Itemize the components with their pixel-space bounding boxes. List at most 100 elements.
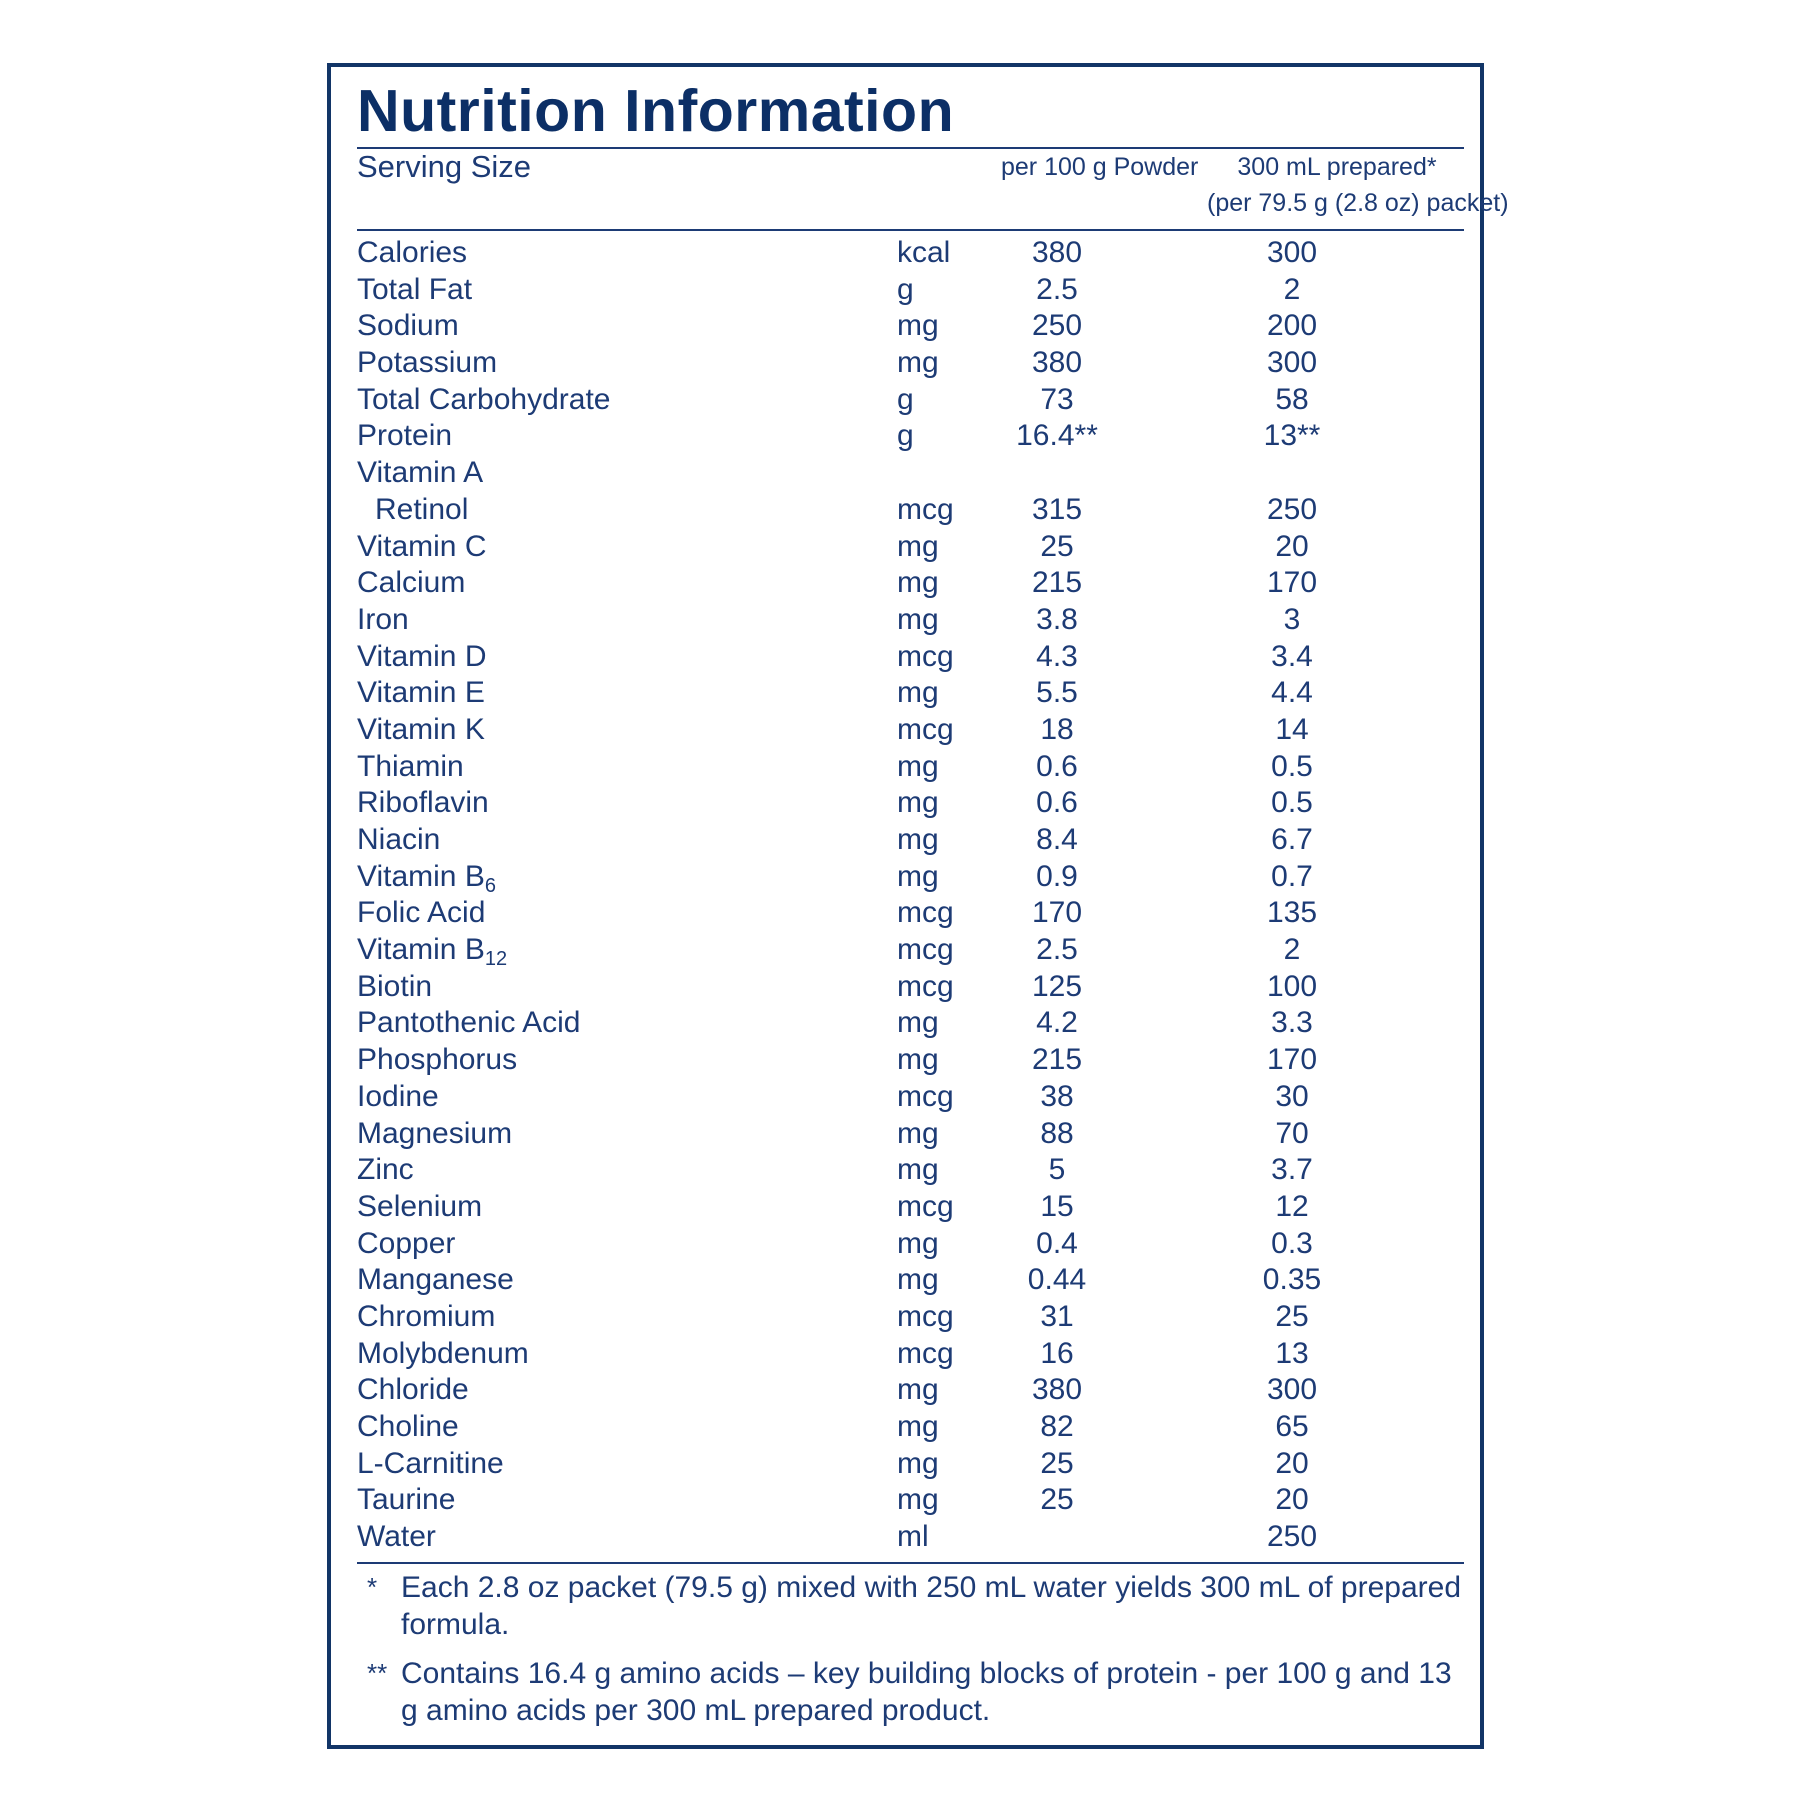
value-prepared: 3.4 [1271, 639, 1313, 673]
table-row: Iodine mcg 38 30 [357, 1079, 1467, 1116]
nutrient-name-text: Vitamin B [357, 933, 485, 967]
value-per-100g: 0.6 [1036, 786, 1078, 820]
value-per-100g: 31 [1040, 1299, 1074, 1333]
nutrient-name: Water [357, 1519, 436, 1556]
value-prepared: 250 [1266, 492, 1318, 526]
nutrient-name-text: Thiamin [357, 749, 464, 783]
value-prepared: 30 [1275, 1079, 1309, 1113]
nutrient-name-text: Iron [357, 602, 409, 636]
nutrient-unit: mcg [897, 1189, 954, 1223]
value-prepared: 2 [1283, 272, 1301, 306]
nutrient-unit: mcg [897, 1079, 954, 1113]
value-prepared: 0.5 [1271, 749, 1313, 783]
nutrient-name: Manganese [357, 1262, 514, 1299]
value-per-100g: 8.4 [1036, 823, 1078, 856]
nutrient-unit: mcg [897, 492, 954, 526]
table-row: Vitamin B12 mcg 2.5 2 [357, 932, 1467, 969]
value-per-100g: 3.8 [1036, 602, 1078, 636]
table-row: Magnesium mg 88 70 [357, 1116, 1467, 1153]
nutrient-unit: mg [897, 309, 939, 343]
table-row: Manganese mg 0.44 0.35 [357, 1262, 1467, 1299]
value-prepared: 170 [1266, 566, 1318, 600]
nutrient-name: Folic Acid [357, 895, 485, 932]
nutrient-name-text: Taurine [357, 1483, 456, 1517]
nutrient-name-text: Vitamin B [357, 859, 485, 893]
nutrient-name-text: Riboflavin [357, 786, 489, 820]
value-per-100g: 380 [1031, 236, 1083, 269]
nutrient-name: Phosphorus [357, 1042, 517, 1079]
table-row: Choline mg 82 65 [357, 1409, 1467, 1446]
nutrient-name: Chloride [357, 1372, 469, 1409]
value-per-100g: 125 [1031, 969, 1083, 1003]
nutrient-unit: mg [897, 346, 939, 380]
nutrient-name-text: Chloride [357, 1373, 469, 1407]
footnote: * Each 2.8 oz packet (79.5 g) mixed with … [357, 1569, 1467, 1643]
table-row: Riboflavin mg 0.6 0.5 [357, 785, 1467, 822]
value-per-100g: 2.5 [1036, 933, 1078, 967]
table-row: Vitamin D mcg 4.3 3.4 [357, 639, 1467, 676]
footnotes: * Each 2.8 oz packet (79.5 g) mixed with … [357, 1569, 1467, 1741]
nutrient-name-text: Iodine [357, 1079, 439, 1113]
nutrient-name: Taurine [357, 1482, 455, 1519]
value-per-100g: 170 [1031, 896, 1083, 930]
value-prepared: 20 [1275, 1446, 1309, 1480]
table-row: Chloride mg 380 300 [357, 1372, 1467, 1409]
nutrient-unit: mg [897, 1006, 939, 1040]
value-prepared: 300 [1266, 1373, 1318, 1407]
value-per-100g: 215 [1031, 566, 1083, 600]
value-per-100g: 4.3 [1036, 639, 1078, 673]
nutrient-name-text: Vitamin D [357, 639, 487, 673]
value-per-100g: 380 [1031, 346, 1083, 380]
value-per-100g: 0.4 [1036, 1226, 1078, 1260]
nutrient-name: Pantothenic Acid [357, 1005, 581, 1042]
nutrient-unit: mg [897, 859, 939, 893]
table-row: Protein g 16.4** 13** [357, 418, 1467, 455]
nutrient-unit: mg [897, 1226, 939, 1260]
nutrient-unit: mg [897, 566, 939, 600]
value-prepared: 12 [1275, 1189, 1309, 1223]
nutrient-subscript: 12 [484, 948, 508, 971]
header-divider [357, 229, 1464, 231]
nutrient-name: Vitamin A [357, 455, 483, 492]
value-per-100g: 215 [1031, 1043, 1083, 1077]
nutrient-name: Potassium [357, 345, 497, 382]
table-row: Phosphorus mg 215 170 [357, 1042, 1467, 1079]
nutrient-name-text: Potassium [357, 346, 498, 380]
column-header-prepared-line1: 300 mL prepared* [1237, 153, 1437, 181]
value-prepared: 20 [1275, 529, 1309, 563]
footnote-text: Contains 16.4 g amino acids – key buildi… [401, 1657, 1452, 1727]
nutrient-table: Calories kcal 380 300 Total Fat g 2.5 2 Sodium mg… [357, 235, 1467, 1556]
nutrient-name: Vitamin D [357, 639, 487, 676]
table-row: L-Carnitine mg 25 20 [357, 1446, 1467, 1483]
value-per-100g: 0.6 [1036, 749, 1078, 783]
nutrient-name: Chromium [357, 1299, 495, 1336]
nutrient-name-text: Phosphorus [357, 1043, 518, 1077]
nutrient-name-text: Protein [357, 419, 453, 453]
nutrient-name: Niacin [357, 822, 440, 859]
nutrient-name-text: Pantothenic Acid [357, 1006, 581, 1040]
nutrient-name: L-Carnitine [357, 1446, 504, 1483]
footnote-divider [357, 1562, 1464, 1564]
table-row: Zinc mg 5 3.7 [357, 1152, 1467, 1189]
nutrient-name: Thiamin [357, 749, 464, 786]
table-row: Retinol mcg 315 250 [357, 492, 1467, 529]
nutrient-subscript: 6 [484, 874, 496, 897]
nutrient-unit: mg [897, 1373, 939, 1407]
nutrient-unit: mcg [897, 933, 954, 967]
table-row: Niacin mg 8.4 6.7 [357, 822, 1467, 859]
table-row: Potassium mg 380 300 [357, 345, 1467, 382]
nutrient-name-text: Folic Acid [357, 896, 486, 930]
value-per-100g: 25 [1040, 529, 1074, 563]
value-per-100g: 380 [1031, 1373, 1083, 1407]
table-row: Vitamin C mg 25 20 [357, 529, 1467, 566]
nutrient-name-text: Calcium [357, 566, 466, 600]
nutrient-name: Iron [357, 602, 409, 639]
table-row: Copper mg 0.4 0.3 [357, 1226, 1467, 1263]
nutrient-name: Calories [357, 235, 467, 272]
nutrient-unit: mg [897, 749, 939, 783]
value-per-100g: 5.5 [1036, 676, 1078, 710]
nutrient-unit: mg [897, 1446, 939, 1480]
nutrient-name-text: Retinol [375, 492, 469, 526]
nutrient-name-text: Vitamin K [357, 712, 485, 746]
nutrient-name: Iodine [357, 1079, 439, 1116]
